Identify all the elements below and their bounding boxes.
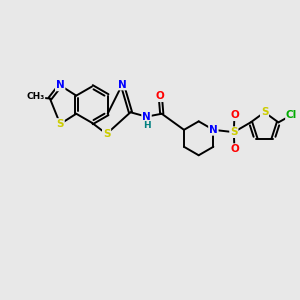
Text: N: N — [118, 80, 127, 89]
Text: S: S — [56, 119, 64, 129]
Text: CH₃: CH₃ — [26, 92, 44, 101]
Text: S: S — [230, 127, 238, 137]
Text: N: N — [209, 125, 218, 135]
Text: N: N — [56, 80, 64, 90]
Text: Cl: Cl — [286, 110, 297, 120]
Text: N: N — [142, 112, 151, 122]
Text: H: H — [143, 121, 151, 130]
Text: S: S — [261, 107, 268, 117]
Text: S: S — [103, 129, 110, 139]
Text: O: O — [230, 144, 239, 154]
Text: O: O — [156, 91, 165, 101]
Text: O: O — [230, 110, 239, 120]
